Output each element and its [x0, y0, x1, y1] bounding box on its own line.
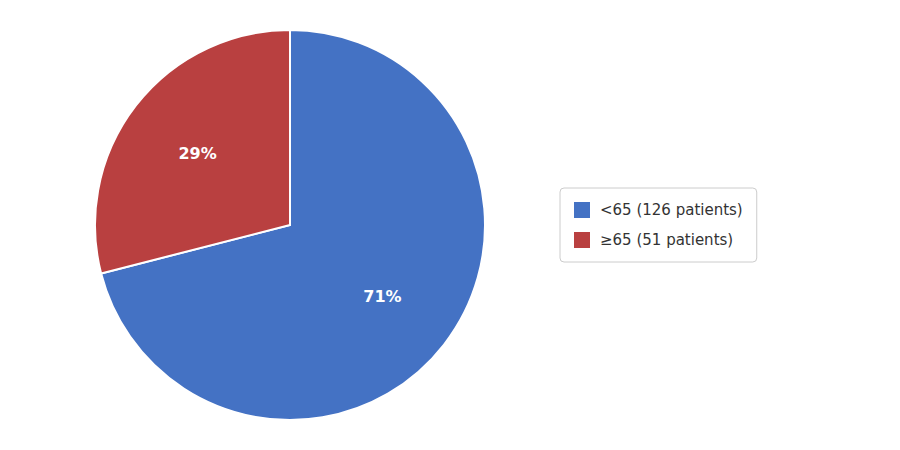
chart-svg: 71% 29% <65 (126 patients) ≥65 (51 patients… [0, 0, 900, 450]
legend-label: ≥65 (51 patients) [600, 231, 733, 249]
pie-slice [95, 30, 290, 273]
legend: <65 (126 patients) ≥65 (51 patients) [560, 188, 757, 262]
legend-swatch [574, 232, 590, 248]
data-label: 29% [178, 144, 216, 163]
data-label: 71% [363, 287, 401, 306]
data-labels: 71% 29% [178, 144, 401, 306]
pie-slices [95, 30, 485, 420]
chart-container: 71% 29% <65 (126 patients) ≥65 (51 patients… [0, 0, 900, 450]
legend-box [560, 188, 757, 262]
legend-label: <65 (126 patients) [600, 201, 743, 219]
legend-swatch [574, 202, 590, 218]
